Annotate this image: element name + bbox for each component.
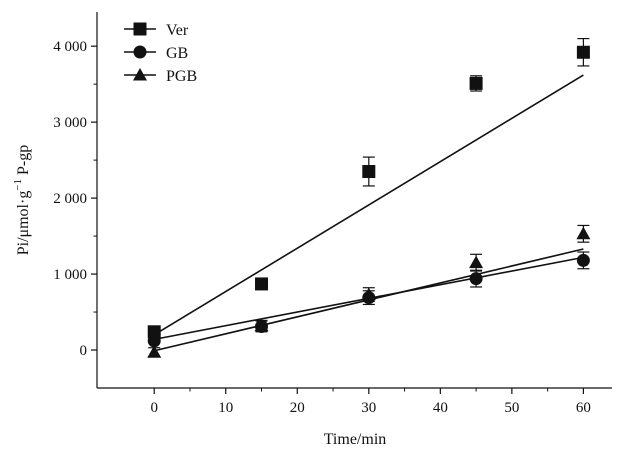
legend-label-gb: GB	[166, 45, 188, 62]
y-tick-label: 4 000	[53, 39, 87, 55]
legend: Ver GB PGB	[124, 22, 197, 85]
fit-line-ver	[153, 74, 584, 336]
x-tick-label: 50	[504, 400, 519, 416]
x-tick-label: 40	[433, 400, 448, 416]
y-axis-title-superscript: −1	[12, 179, 24, 191]
data-point-pgb	[469, 255, 484, 269]
x-tick-label: 20	[290, 400, 305, 416]
x-tick-label: 30	[361, 400, 376, 416]
data-point-gb	[147, 334, 161, 348]
y-tick-label: 1 000	[53, 267, 87, 283]
fit-lines	[153, 74, 584, 352]
legend-label-pgb: PGB	[166, 68, 197, 85]
legend-marker-gb	[133, 45, 147, 59]
x-tick-label: 10	[218, 400, 233, 416]
data-point-gb	[576, 253, 590, 267]
x-tick-label: 60	[576, 400, 591, 416]
data-point-ver	[147, 325, 161, 339]
data-point-ver	[362, 165, 376, 179]
y-ticks: 0 1 000 2 000 3 000 4 000	[53, 39, 97, 359]
data-point-pgb	[576, 226, 591, 240]
y-axis-title-prefix: Pi/μmol·g	[15, 191, 32, 256]
y-axis-title: Pi/μmol·g−1 P-gp	[12, 145, 32, 256]
y-tick-label: 2 000	[53, 191, 87, 207]
data-point-pgb	[361, 287, 376, 301]
plot-area: 0 10 20 30 40 50 60 0 1 000 2 000 3 000 4 000	[53, 12, 612, 416]
legend-marker-pgb	[133, 68, 147, 81]
legend-marker-ver	[133, 22, 147, 36]
y-axis-title-suffix: P-gp	[15, 145, 32, 179]
x-axis-title: Time/min	[324, 431, 387, 448]
y-tick-label: 0	[80, 343, 88, 359]
data-point-ver	[469, 76, 483, 90]
data-point-gb	[469, 272, 483, 286]
data-point-pgb	[147, 345, 162, 358]
error-bars	[148, 37, 590, 358]
data-point-ver	[255, 277, 269, 291]
data-point-ver	[576, 45, 590, 59]
y-tick-label: 3 000	[53, 115, 87, 131]
x-tick-label: 0	[150, 400, 158, 416]
data-point-pgb	[254, 318, 269, 332]
legend-label-ver: Ver	[166, 22, 189, 39]
x-ticks: 0 10 20 30 40 50 60	[150, 388, 591, 416]
data-markers	[147, 45, 591, 358]
